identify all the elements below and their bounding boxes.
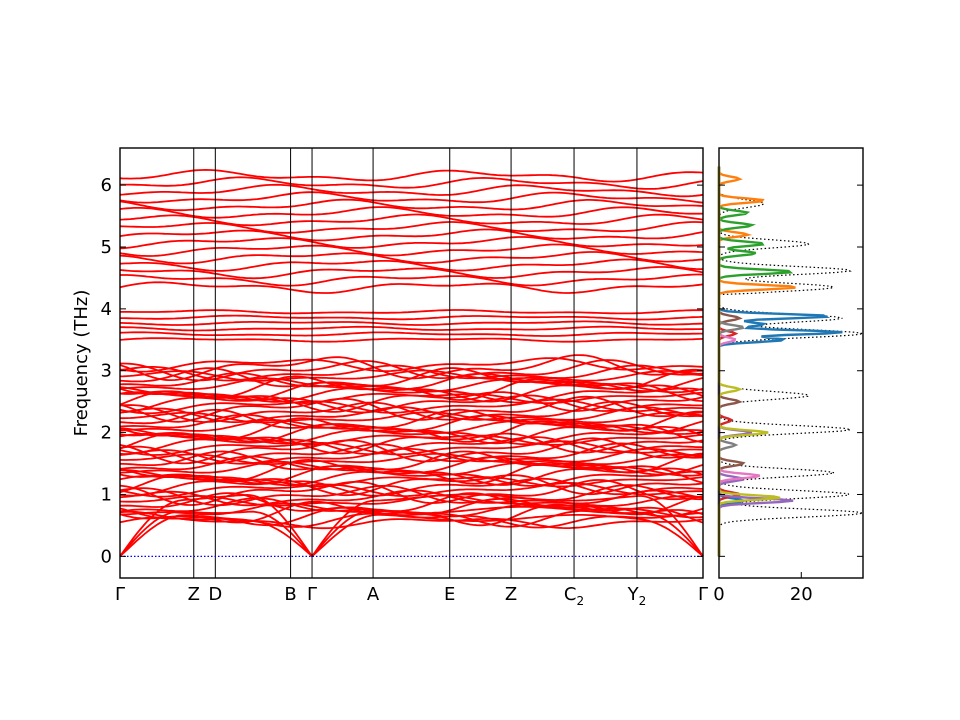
phonon-band <box>119 413 704 434</box>
phonon-band <box>119 320 704 326</box>
y-tick-label: 3 <box>101 361 112 382</box>
phonon-band <box>120 325 704 332</box>
phonon-band <box>119 479 704 506</box>
high-symmetry-separators <box>193 148 638 578</box>
phonon-band <box>119 243 704 257</box>
dos-plot-frame <box>718 147 864 579</box>
phonon-band <box>119 236 704 250</box>
phonon-band <box>119 450 704 474</box>
phonon-band <box>120 273 704 287</box>
kpoint-label: Z <box>505 584 517 605</box>
phonon-band <box>119 331 703 337</box>
phonon-band <box>119 251 704 265</box>
phonon-band <box>119 221 704 234</box>
kpoint-label: Y2 <box>627 584 647 608</box>
phonon-band <box>119 357 704 373</box>
phonon-band <box>119 408 703 432</box>
phonon-band <box>120 411 704 424</box>
kpoint-label: Z <box>188 584 200 605</box>
kpoint-label: Γ <box>115 584 125 605</box>
y-axis-ticks: 0 1 2 3 4 5 6 <box>101 175 703 567</box>
phonon-band <box>119 258 704 272</box>
phonon-band <box>119 266 704 280</box>
band-plot-frame <box>119 147 704 579</box>
phonon-band <box>119 191 704 204</box>
y-tick-label: 5 <box>101 237 112 258</box>
phonon-band <box>119 516 704 530</box>
phonon-band <box>119 492 704 516</box>
phonon-band <box>119 176 704 190</box>
phonon-band <box>119 455 704 476</box>
phonon-band <box>119 477 704 497</box>
phonon-band <box>119 206 704 219</box>
x-axis-kpoint-ticks: Γ Z D B Γ A E Z C2 Y2 Γ <box>115 584 708 608</box>
y-tick-label: 1 <box>101 484 112 505</box>
dos-x-tick-label: 20 <box>790 584 813 605</box>
phonon-band <box>119 386 704 404</box>
phonon-band <box>119 198 704 212</box>
kpoint-label: Γ <box>698 584 708 605</box>
dos-x-ticks: 0 20 <box>713 572 813 605</box>
kpoint-label: E <box>444 584 455 605</box>
phonon-band <box>119 510 703 529</box>
kpoint-label: C2 <box>564 584 584 608</box>
phonon-band <box>119 369 704 382</box>
phonon-band <box>120 309 703 315</box>
phonon-band <box>119 442 704 465</box>
phonon-band <box>119 436 704 455</box>
phonon-band <box>119 183 704 198</box>
phonon-band <box>120 314 704 321</box>
y-tick-label: 4 <box>101 299 112 320</box>
y-axis-label: Frequency (THz) <box>71 290 92 437</box>
dos-y-ticks <box>719 184 863 557</box>
kpoint-label: D <box>208 584 222 605</box>
kpoint-label: A <box>367 584 380 605</box>
phonon-band <box>119 354 703 381</box>
phonon-band <box>119 481 703 498</box>
phonon-band <box>119 395 704 423</box>
y-tick-label: 0 <box>101 546 112 567</box>
kpoint-label: B <box>284 584 296 605</box>
phonon-band <box>119 168 704 183</box>
y-tick-label: 6 <box>101 175 112 196</box>
phonon-band <box>119 228 704 242</box>
band-lines <box>119 168 704 558</box>
dos-lines <box>717 166 864 557</box>
phonon-band <box>119 281 704 294</box>
phonon-band <box>119 337 704 343</box>
phonon-band <box>119 364 704 382</box>
phonon-band <box>119 398 704 415</box>
phonon-band <box>119 437 704 465</box>
phonon-band <box>119 213 704 227</box>
phonon-band <box>119 506 704 528</box>
phonon-band <box>119 394 703 414</box>
dos-panel: 0 20 <box>713 147 864 605</box>
kpoint-label: Γ <box>307 584 317 605</box>
dos-x-tick-label: 0 <box>713 584 724 605</box>
y-tick-label: 2 <box>101 423 112 444</box>
phonon-band <box>119 447 704 465</box>
